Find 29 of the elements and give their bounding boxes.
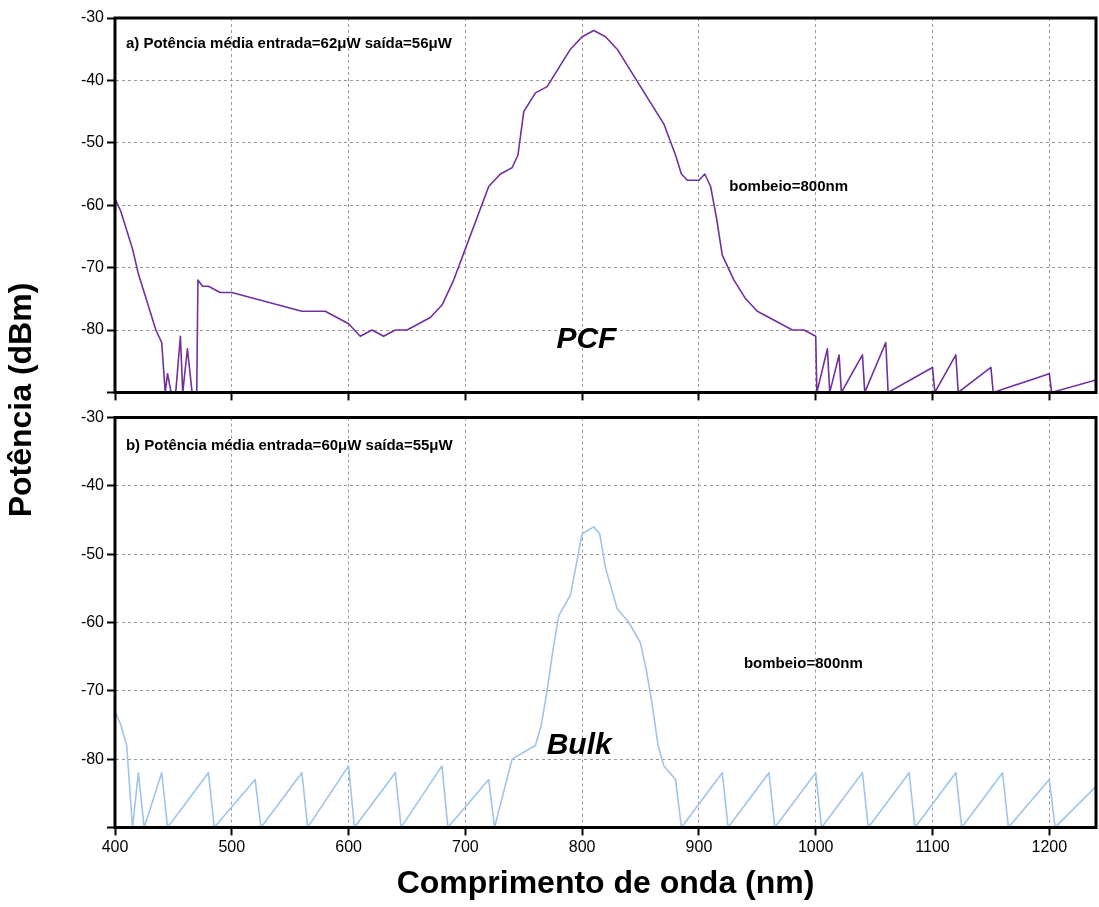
y-tick-label: -30 — [80, 8, 105, 26]
y-tick-label: -40 — [80, 476, 105, 494]
y-tick-label: -40 — [80, 70, 105, 88]
y-tick-label: -60 — [80, 195, 105, 213]
y-tick-label: -70 — [80, 681, 105, 699]
x-tick-label: 400 — [101, 838, 129, 856]
y-tick-label: -50 — [80, 544, 105, 562]
y-tick-label: -50 — [80, 133, 105, 151]
annotation: bombeio=800nm — [729, 176, 849, 194]
y-tick-label: -30 — [80, 408, 105, 426]
x-tick-label: 500 — [218, 838, 246, 856]
x-tick-label: 1000 — [797, 838, 834, 856]
annotation: a) Potência média entrada=62μW saída=56μW — [125, 34, 453, 52]
y-tick-label: -80 — [80, 320, 105, 338]
y-axis-title: Potência (dBm) — [1, 282, 39, 518]
x-tick-label: 900 — [685, 838, 713, 856]
x-tick-label: 800 — [568, 838, 596, 856]
x-tick-label: 700 — [452, 838, 479, 856]
y-tick-label: -80 — [80, 749, 105, 767]
annotation: bombeio=800nm — [743, 653, 863, 671]
y-tick-label: -60 — [80, 612, 105, 630]
text: PCF — [556, 321, 618, 355]
x-tick-label: 600 — [335, 838, 363, 856]
x-tick-label: 1100 — [915, 838, 950, 856]
series-label: Bulk — [546, 726, 613, 760]
annotation: b) Potência média entrada=60μW saída=55μW — [125, 436, 454, 454]
y-tick-label: -70 — [80, 258, 105, 276]
x-axis-title: Comprimento de onda (nm) — [396, 863, 815, 900]
x-tick-label: 1200 — [1031, 838, 1068, 856]
